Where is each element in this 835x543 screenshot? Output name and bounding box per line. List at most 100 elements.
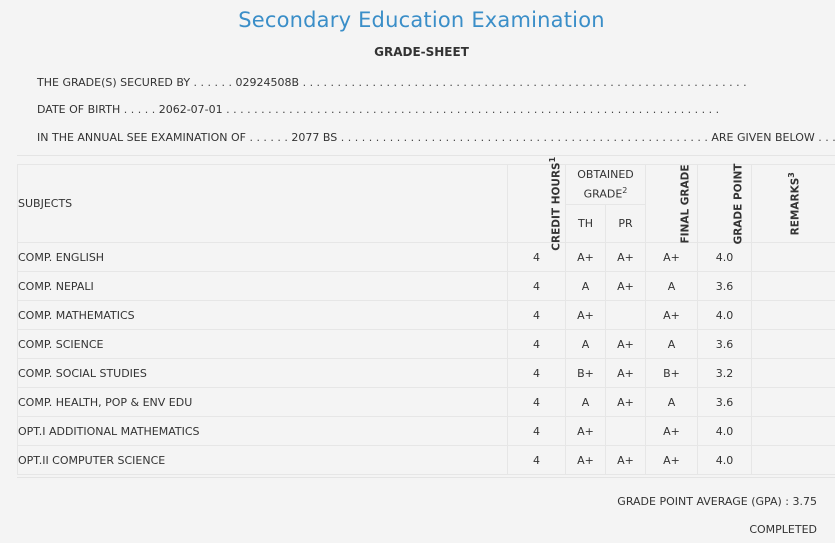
table-row: COMP. SCIENCE 4 A A+ A 3.6 — [17, 329, 835, 359]
pr-cell: A+ — [605, 329, 646, 359]
remarks-cell — [751, 242, 835, 272]
gp-cell: 4.0 — [697, 242, 752, 272]
header-row: SUBJECTS CREDIT HOURS1 OBTAINED GRADE2 F… — [17, 157, 835, 250]
gpa-label: GRADE POINT AVERAGE (GPA) : — [617, 495, 789, 508]
dots: . . . . . . . . . . . . . . . . . . . . … — [222, 103, 720, 116]
remarks-cell — [751, 300, 835, 330]
table-row: OPT.II COMPUTER SCIENCE 4 A+ A+ A+ 4.0 — [17, 445, 835, 475]
final-cell: A — [645, 387, 698, 417]
dob-value: 2062-07-01 — [158, 103, 223, 116]
dots: . . . — [814, 131, 835, 144]
dots: . . . . . . — [245, 131, 292, 144]
credit-cell: 4 — [507, 387, 566, 417]
subjects-header: SUBJECTS — [17, 164, 508, 243]
grade-table: SUBJECTS CREDIT HOURS1 OBTAINED GRADE2 F… — [17, 157, 835, 475]
gp-cell: 4.0 — [697, 445, 752, 475]
dots: . . . . . . . . . . . . . . . . . . . . … — [337, 131, 712, 144]
obtained-grade-header: OBTAINED GRADE2 — [565, 164, 646, 205]
remarks-cell — [751, 416, 835, 446]
pr-cell: A+ — [605, 271, 646, 301]
final-cell: A+ — [645, 416, 698, 446]
remarks-footnote: 3 — [786, 171, 796, 178]
remarks-cell — [751, 329, 835, 359]
final-cell: A+ — [645, 242, 698, 272]
page-subtitle: GRADE-SHEET — [374, 45, 469, 59]
table-row: COMP. MATHEMATICS 4 A+ A+ 4.0 — [17, 300, 835, 330]
grade-point-label: GRADE POINT — [732, 163, 745, 245]
subject-cell: COMP. SOCIAL STUDIES — [17, 358, 508, 388]
remarks-cell — [751, 271, 835, 301]
table-row: COMP. NEPALI 4 A A+ A 3.6 — [17, 271, 835, 301]
remarks-text: REMARKS — [789, 177, 802, 236]
final-cell: A — [645, 271, 698, 301]
gp-cell: 4.0 — [697, 416, 752, 446]
exam-value: 2077 BS — [291, 131, 338, 144]
credit-cell: 4 — [507, 300, 566, 330]
th-cell: A+ — [565, 416, 606, 446]
credit-hours-text: CREDIT HOURS — [550, 162, 563, 251]
final-cell: B+ — [645, 358, 698, 388]
credit-cell: 4 — [507, 416, 566, 446]
subject-cell: COMP. NEPALI — [17, 271, 508, 301]
info-exam: IN THE ANNUAL SEE EXAMINATION OF . . . .… — [37, 131, 835, 144]
pr-cell: A+ — [605, 445, 646, 475]
pr-cell — [605, 416, 646, 446]
exam-suffix: ARE GIVEN BELOW — [711, 131, 815, 144]
subject-cell: COMP. HEALTH, POP & ENV EDU — [17, 387, 508, 417]
exam-label: IN THE ANNUAL SEE EXAMINATION OF — [37, 131, 246, 144]
pr-cell: A+ — [605, 387, 646, 417]
gpa-value: 3.75 — [792, 495, 818, 508]
table-row: COMP. SOCIAL STUDIES 4 B+ A+ B+ 3.2 — [17, 358, 835, 388]
gp-cell: 3.6 — [697, 387, 752, 417]
obtained-grade-text: OBTAINED GRADE — [577, 167, 634, 201]
dots: . . . . . . . . . . . . . . . . . . . . … — [299, 76, 747, 89]
info-date-of-birth: DATE OF BIRTH . . . . . 2062-07-01 . . .… — [37, 103, 719, 116]
th-header: TH — [565, 204, 606, 243]
gp-cell: 3.6 — [697, 329, 752, 359]
subject-cell: OPT.I ADDITIONAL MATHEMATICS — [17, 416, 508, 446]
subject-cell: COMP. SCIENCE — [17, 329, 508, 359]
th-cell: A+ — [565, 242, 606, 272]
obtained-grade-footnote: 2 — [622, 185, 628, 195]
credit-cell: 4 — [507, 329, 566, 359]
pr-cell: A+ — [605, 358, 646, 388]
table-row: COMP. HEALTH, POP & ENV EDU 4 A A+ A 3.6 — [17, 387, 835, 417]
credit-cell: 4 — [507, 271, 566, 301]
pr-cell — [605, 300, 646, 330]
th-cell: A — [565, 387, 606, 417]
remarks-cell — [751, 445, 835, 475]
table-row: COMP. ENGLISH 4 A+ A+ A+ 4.0 — [17, 242, 835, 272]
final-grade-label: FINAL GRADE — [679, 164, 692, 244]
subject-cell: COMP. ENGLISH — [17, 242, 508, 272]
status-text: COMPLETED — [749, 523, 817, 536]
divider — [17, 155, 835, 156]
secured-label: THE GRADE(S) SECURED BY — [37, 76, 191, 89]
grade-point-header: GRADE POINT — [697, 163, 752, 245]
final-cell: A+ — [645, 300, 698, 330]
remarks-cell — [751, 358, 835, 388]
th-cell: A+ — [565, 300, 606, 330]
table-row: OPT.I ADDITIONAL MATHEMATICS 4 A+ A+ 4.0 — [17, 416, 835, 446]
remarks-cell — [751, 387, 835, 417]
secured-value: 02924508B — [235, 76, 300, 89]
credit-hours-footnote: 1 — [548, 156, 558, 163]
subheader-row: TH PR — [18, 204, 835, 243]
final-cell: A — [645, 329, 698, 359]
subject-cell: COMP. MATHEMATICS — [17, 300, 508, 330]
gp-cell: 3.6 — [697, 271, 752, 301]
gp-cell: 4.0 — [697, 300, 752, 330]
remarks-header: REMARKS3 — [751, 164, 835, 243]
gpa-summary: GRADE POINT AVERAGE (GPA) : 3.75 — [617, 495, 817, 508]
credit-cell: 4 — [507, 445, 566, 475]
dob-label: DATE OF BIRTH — [37, 103, 121, 116]
pr-cell: A+ — [605, 242, 646, 272]
dots: . . . . . — [120, 103, 159, 116]
final-grade-header: FINAL GRADE — [645, 164, 698, 244]
credit-cell: 4 — [507, 358, 566, 388]
credit-hours-label: CREDIT HOURS1 — [547, 157, 563, 251]
th-cell: A+ — [565, 445, 606, 475]
info-secured-by: THE GRADE(S) SECURED BY . . . . . . 0292… — [37, 76, 747, 89]
th-cell: A — [565, 329, 606, 359]
final-cell: A+ — [645, 445, 698, 475]
remarks-label: REMARKS3 — [786, 172, 802, 235]
